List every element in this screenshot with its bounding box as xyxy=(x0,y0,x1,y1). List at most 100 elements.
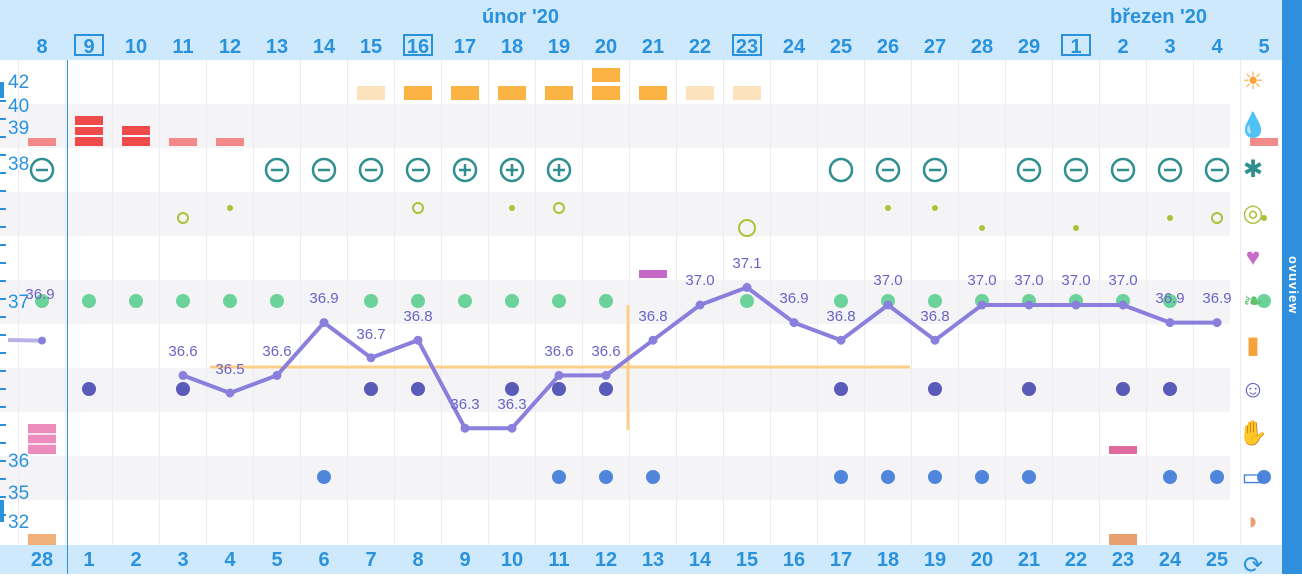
temperature-point xyxy=(38,336,46,345)
cycle-day[interactable]: 8 xyxy=(412,549,424,571)
day-header[interactable]: 7 xyxy=(0,35,10,59)
cycle-day[interactable]: 3 xyxy=(177,549,189,571)
leaf-dot xyxy=(35,294,49,308)
day-header[interactable]: 15 xyxy=(359,36,383,58)
day-header[interactable]: 11 xyxy=(172,36,194,58)
day-header[interactable]: 28 xyxy=(970,36,994,58)
day-header[interactable]: 14 xyxy=(312,36,336,58)
cycle-day[interactable]: 20 xyxy=(970,549,994,571)
axis-minor-tick xyxy=(0,226,6,228)
day-header[interactable]: 26 xyxy=(876,36,900,58)
grid-vline xyxy=(1052,60,1053,545)
day-header[interactable]: 10 xyxy=(124,36,148,58)
grid-vline xyxy=(1146,60,1147,545)
day-header[interactable]: 17 xyxy=(453,36,477,58)
day-header-boxed[interactable]: 1 xyxy=(1061,34,1091,58)
note-dot xyxy=(1022,470,1036,484)
temperature-label: 37.0 xyxy=(1014,272,1043,289)
test-result-minus xyxy=(1110,157,1136,183)
cycle-day[interactable]: 13 xyxy=(641,549,665,571)
mood-dot xyxy=(1116,382,1130,396)
cycle-day[interactable]: 9 xyxy=(459,549,471,571)
cycle-day[interactable]: 7 xyxy=(365,549,377,571)
leaf-icon: ❧ xyxy=(1242,288,1264,315)
day-header[interactable]: 4 xyxy=(1211,36,1223,58)
cycle-day[interactable]: 16 xyxy=(782,549,806,571)
grid-vline xyxy=(1005,60,1006,545)
temperature-point xyxy=(648,335,658,345)
cycle-day[interactable]: 25 xyxy=(1205,549,1229,571)
cycle-day[interactable]: 1 xyxy=(83,549,95,571)
leaf-dot xyxy=(740,294,754,308)
axis-tick-40: 40 xyxy=(8,96,30,117)
day-header[interactable]: 19 xyxy=(547,36,571,58)
day-header-boxed[interactable]: 9 xyxy=(74,34,104,58)
cycle-day[interactable]: 21 xyxy=(1017,549,1041,571)
leaf-dot xyxy=(552,294,566,308)
day-header[interactable]: 27 xyxy=(923,36,947,58)
day-header[interactable]: 5 xyxy=(1258,36,1270,58)
day-header[interactable]: 13 xyxy=(265,36,289,58)
day-header[interactable]: 12 xyxy=(218,36,242,58)
test-result-minus xyxy=(264,157,290,183)
medicine-icon: ▮ xyxy=(1246,332,1260,359)
temperature-point xyxy=(1212,318,1222,328)
ovuview-side-tab-label[interactable]: ovuview xyxy=(1286,255,1301,315)
day-header[interactable]: 8 xyxy=(36,36,48,58)
period-bar xyxy=(75,116,103,146)
day-header[interactable]: 21 xyxy=(641,36,665,58)
cycle-day[interactable]: 5 xyxy=(271,549,283,571)
cycle-day[interactable]: 18 xyxy=(876,549,900,571)
temperature-point xyxy=(695,300,705,310)
test-result-minus xyxy=(1204,157,1230,183)
temperature-point xyxy=(742,282,752,292)
sun-bar xyxy=(451,86,479,100)
day-header[interactable]: 24 xyxy=(782,36,806,58)
cycle-day[interactable]: 11 xyxy=(548,549,570,571)
leaf-dot xyxy=(129,294,143,308)
symptom-bar xyxy=(1109,446,1137,454)
cycle-day[interactable]: 4 xyxy=(224,549,236,571)
day-header[interactable]: 18 xyxy=(500,36,524,58)
day-header[interactable]: 22 xyxy=(688,36,712,58)
cycle-day[interactable]: 14 xyxy=(688,549,712,571)
cycle-day[interactable]: 22 xyxy=(1064,549,1088,571)
grid-vline xyxy=(723,60,724,545)
day-header-boxed[interactable]: 23 xyxy=(732,34,762,58)
blood-drop-icon: 💧 xyxy=(1238,112,1268,139)
axis-minor-tick xyxy=(0,478,6,480)
grid-vline xyxy=(817,60,818,545)
cycle-day[interactable]: 19 xyxy=(923,549,947,571)
day-header[interactable]: 20 xyxy=(594,36,618,58)
day-header[interactable]: 3 xyxy=(1164,36,1176,58)
day-header[interactable]: 25 xyxy=(829,36,853,58)
temperature-axis: 42 40 39 38 37 36 35 32 xyxy=(0,60,68,545)
cervix-mark xyxy=(738,219,756,237)
cycle-day[interactable]: 28 xyxy=(30,549,54,571)
grid-vline xyxy=(253,60,254,545)
mood-dot xyxy=(928,382,942,396)
cycle-day[interactable]: 17 xyxy=(829,549,853,571)
cycle-day[interactable]: 23 xyxy=(1111,549,1135,571)
leaf-dot xyxy=(834,294,848,308)
note-dot xyxy=(975,470,989,484)
cycle-day[interactable]: 24 xyxy=(1158,549,1182,571)
cycle-day[interactable]: 2 xyxy=(130,549,142,571)
mood-dot xyxy=(834,382,848,396)
today-line xyxy=(67,60,68,574)
ovuview-side-tab[interactable] xyxy=(1282,0,1302,574)
cycle-day[interactable]: 7 xyxy=(0,548,10,572)
cycle-day[interactable]: 15 xyxy=(735,549,759,571)
leaf-dot xyxy=(270,294,284,308)
row-stripe xyxy=(0,192,1230,236)
day-header[interactable]: 29 xyxy=(1017,36,1041,58)
day-header[interactable]: 2 xyxy=(1117,36,1129,58)
axis-minor-tick xyxy=(0,208,6,210)
sun-bar xyxy=(357,86,385,100)
day-header-boxed[interactable]: 16 xyxy=(403,34,433,58)
cycle-day[interactable]: 10 xyxy=(500,549,524,571)
cycle-day[interactable]: 6 xyxy=(318,549,330,571)
test-result-minus xyxy=(311,157,337,183)
cycle-day[interactable]: 12 xyxy=(594,549,618,571)
